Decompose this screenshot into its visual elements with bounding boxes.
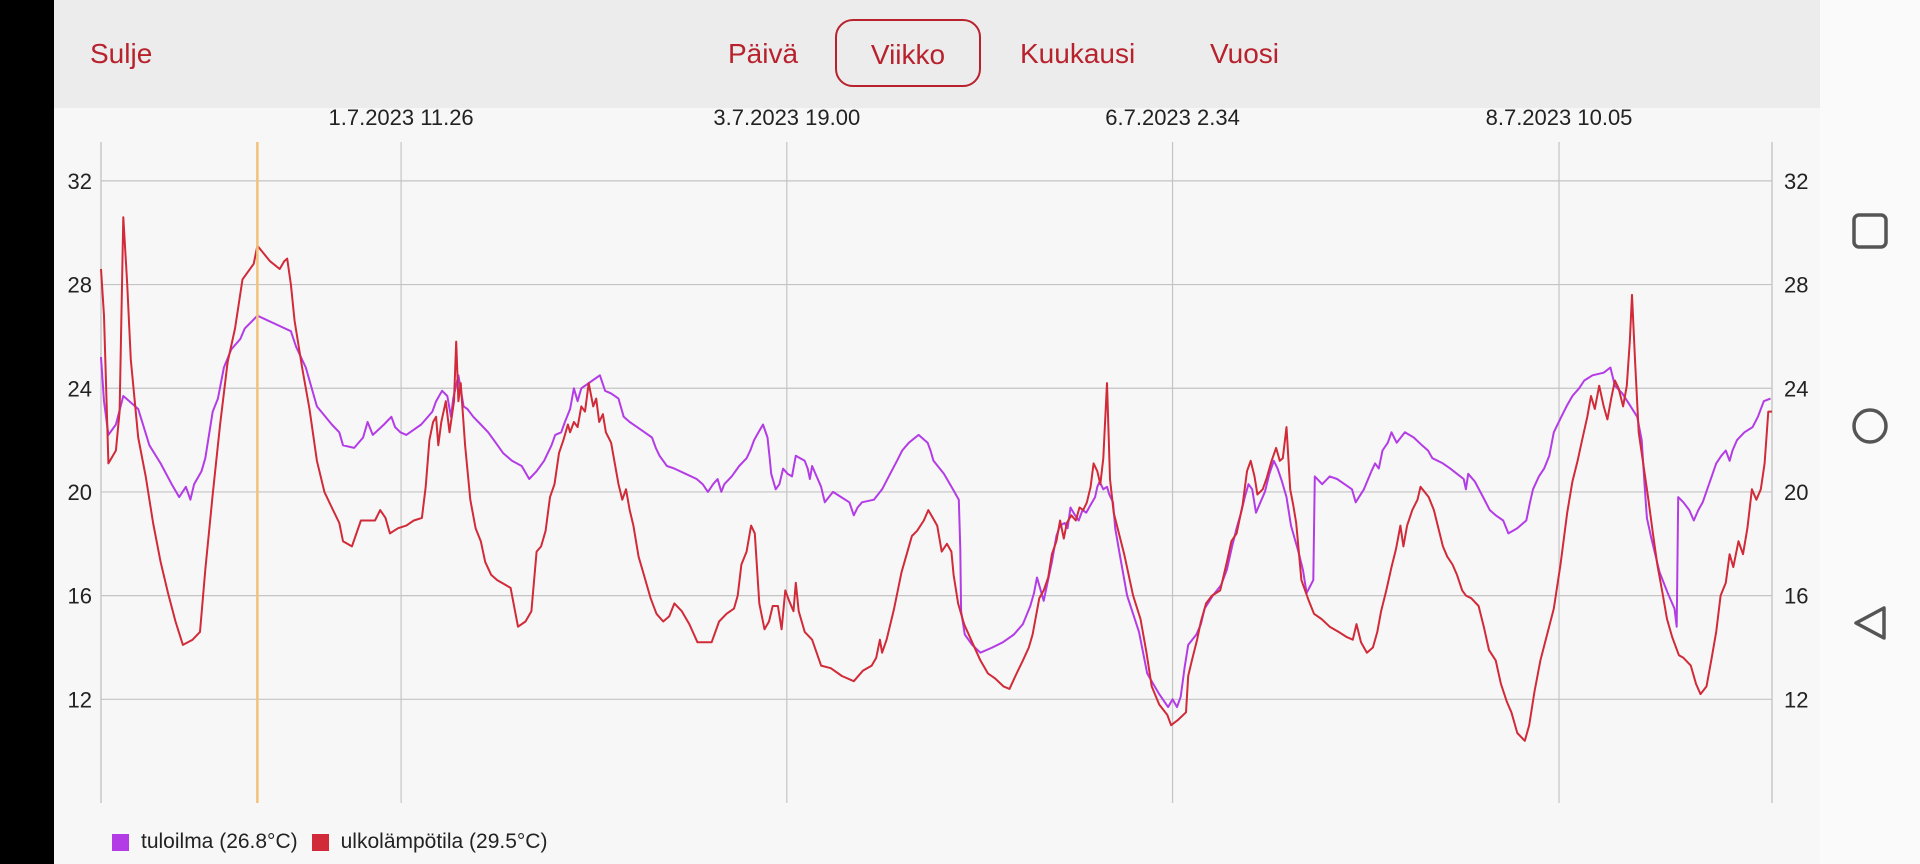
temperature-chart[interactable]: 12 12 16 16 20 20 24 24 28 28 32 32 1.7.2023 11.26 3.… bbox=[54, 108, 1820, 824]
triangle-back-icon bbox=[1854, 606, 1886, 640]
square-icon bbox=[1852, 213, 1888, 249]
chart-legend: tuloilma (26.8°C) ulkolämpötila (29.5°C) bbox=[112, 828, 561, 856]
x-tick-label: 1.7.2023 11.26 bbox=[329, 108, 474, 130]
recents-button[interactable] bbox=[1820, 211, 1920, 251]
tab-week[interactable]: Viikko bbox=[835, 19, 981, 87]
y-tick-label-left: 28 bbox=[68, 273, 92, 298]
close-button[interactable]: Sulje bbox=[90, 38, 153, 69]
y-tick-label-right: 20 bbox=[1784, 480, 1808, 505]
legend-item-ulkolampotila[interactable]: ulkolämpötila (29.5°C) bbox=[311, 830, 548, 854]
chart-screen: Sulje Päivä Viikko Kuukausi Vuosi 12 12 16… bbox=[54, 0, 1820, 864]
legend-swatch-tuloilma bbox=[112, 833, 129, 851]
tab-day[interactable]: Päivä bbox=[728, 38, 799, 69]
top-bar: Sulje Päivä Viikko Kuukausi Vuosi bbox=[54, 0, 1820, 108]
y-tick-label-right: 16 bbox=[1784, 584, 1808, 609]
y-tick-label-right: 28 bbox=[1784, 273, 1808, 298]
series-line-tuloilma bbox=[100, 314, 1771, 709]
x-tick-label: 3.7.2023 19.00 bbox=[713, 108, 860, 130]
series-line-ulkolampotila bbox=[100, 216, 1772, 742]
y-tick-label-left: 32 bbox=[68, 169, 92, 194]
legend-swatch-ulkolampotila bbox=[311, 833, 329, 851]
circle-icon bbox=[1852, 408, 1888, 444]
x-tick-label: 8.7.2023 10.05 bbox=[1486, 108, 1633, 130]
y-tick-label-right: 24 bbox=[1784, 376, 1808, 401]
y-tick-label-left: 12 bbox=[68, 687, 92, 712]
legend-label-ulkolampotila: ulkolämpötila (29.5°C) bbox=[340, 830, 548, 853]
home-button[interactable] bbox=[1820, 406, 1920, 446]
y-tick-label-left: 16 bbox=[68, 584, 92, 609]
system-navigation-bar bbox=[1820, 0, 1920, 864]
tab-month[interactable]: Kuukausi bbox=[1020, 38, 1136, 69]
back-button[interactable] bbox=[1820, 603, 1920, 643]
y-tick-label-left: 20 bbox=[68, 480, 92, 505]
y-tick-label-right: 32 bbox=[1784, 169, 1808, 194]
y-tick-label-left: 24 bbox=[68, 376, 92, 401]
x-tick-label: 6.7.2023 2.34 bbox=[1105, 108, 1240, 130]
legend-label-tuloilma: tuloilma (26.8°C) bbox=[141, 830, 298, 853]
tab-year[interactable]: Vuosi bbox=[1210, 38, 1280, 69]
legend-item-tuloilma[interactable]: tuloilma (26.8°C) bbox=[112, 830, 298, 854]
y-tick-label-right: 12 bbox=[1784, 687, 1808, 712]
